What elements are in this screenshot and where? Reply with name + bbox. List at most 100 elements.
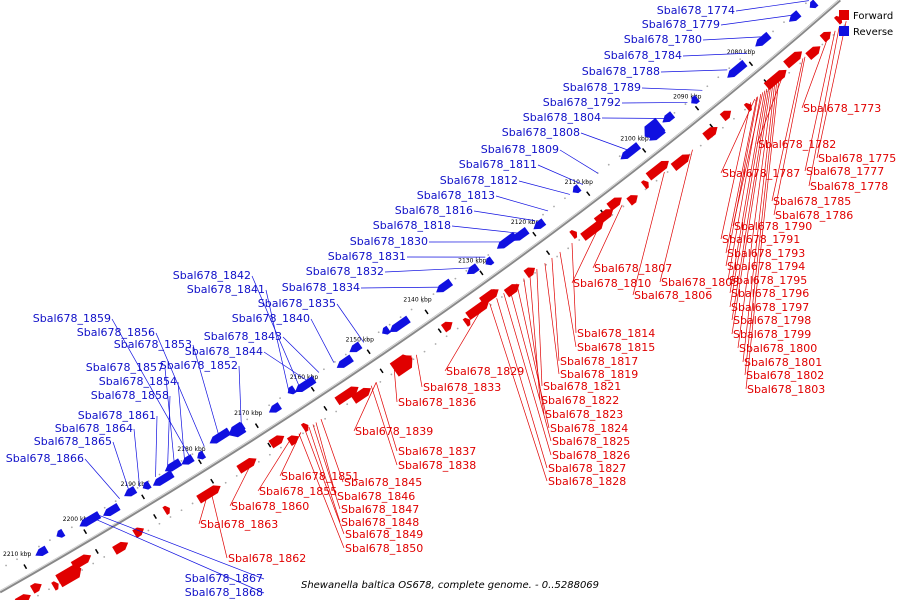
track-dot — [38, 545, 40, 548]
track-dot — [721, 126, 724, 129]
track-dot — [410, 308, 413, 311]
leader-line-reverse — [133, 428, 140, 487]
gene-label-reverse: Sbal678_1843 — [204, 330, 282, 343]
reverse-gene-arrow — [533, 218, 547, 230]
reverse-gene-arrow — [644, 117, 666, 140]
track-dot — [390, 373, 393, 376]
leader-line-forward — [773, 56, 806, 216]
gene-label-forward: Sbal678_1797 — [731, 301, 809, 314]
scale-tick-label: 2180 kbp — [177, 446, 205, 453]
gene-label-forward: Sbal678_1824 — [550, 422, 628, 435]
track-dot — [728, 67, 731, 70]
scale-tick — [694, 105, 700, 111]
leader-line-forward — [801, 36, 829, 109]
gene-label-reverse: Sbal678_1784 — [604, 49, 682, 62]
leader-line-reverse — [112, 441, 130, 493]
leader-line-forward — [516, 283, 550, 429]
reverse-gene-arrow — [349, 341, 363, 353]
reverse-gene-arrow — [662, 111, 676, 123]
leader-line-reverse — [177, 381, 185, 460]
gene-label-reverse: Sbal678_1841 — [187, 283, 265, 296]
track-dot — [191, 502, 194, 505]
gene-label-forward: Sbal678_1837 — [398, 445, 476, 458]
track-dot — [70, 526, 73, 529]
legend-reverse-swatch — [839, 26, 849, 36]
gene-label-forward: Sbal678_1839 — [355, 425, 433, 438]
track-dot — [412, 358, 415, 361]
forward-gene-arrow — [55, 565, 82, 588]
leader-line-forward — [315, 422, 337, 497]
gene-label-reverse: Sbal678_1831 — [328, 250, 406, 263]
track-dot — [804, 2, 807, 5]
forward-gene-arrow — [670, 154, 690, 171]
track-dot — [346, 403, 349, 406]
forward-gene-arrow — [805, 46, 821, 61]
scale-tick-label: 2140 kbp — [403, 297, 431, 304]
scale-tick-label: 2150 kbp — [346, 336, 374, 343]
scale-tick-label: 2120 kbp — [511, 219, 539, 226]
reverse-gene-arrow — [181, 454, 195, 465]
scale-tick — [198, 459, 202, 465]
leader-line-reverse — [265, 289, 290, 393]
reverse-gene-arrow — [152, 470, 175, 486]
track-dot — [445, 335, 448, 338]
leader-line-forward — [312, 424, 341, 510]
gene-label-reverse: Sbal678_1864 — [55, 422, 133, 435]
track-dot — [37, 594, 39, 597]
reverse-gene-arrow — [389, 315, 411, 333]
track-dot — [611, 214, 614, 216]
forward-gene-arrow — [389, 354, 413, 377]
track-dot — [607, 163, 610, 166]
leader-line-forward — [592, 204, 623, 269]
leader-line-reverse — [167, 395, 171, 470]
gene-label-forward: Sbal678_1790 — [734, 220, 812, 233]
scale-tick — [748, 61, 754, 67]
forward-gene-arrow — [645, 160, 669, 181]
track-dot — [202, 446, 205, 449]
track-dot — [27, 552, 29, 554]
leader-line-forward — [544, 263, 560, 375]
track-dot — [81, 569, 84, 571]
leader-line-reverse — [473, 210, 536, 221]
gene-label-forward: Sbal678_1777 — [806, 165, 884, 178]
leader-line-forward — [279, 432, 302, 477]
track-dot — [421, 300, 424, 303]
scale-tick — [83, 529, 88, 535]
track-dot — [333, 361, 336, 363]
leader-line-reverse — [155, 332, 205, 447]
gene-label-forward: Sbal678_1821 — [543, 380, 621, 393]
track-dot — [585, 180, 588, 183]
track-dot — [618, 155, 621, 158]
track-dot — [323, 368, 325, 371]
leader-line-reverse — [89, 516, 265, 594]
gene-label-forward: Sbal678_1838 — [398, 459, 476, 472]
leader-line-reverse — [384, 267, 471, 273]
forward-gene-arrow — [580, 221, 604, 241]
scale-tick-label: 2210 kbp — [3, 551, 31, 558]
reverse-gene-arrow — [382, 325, 391, 335]
forward-gene-arrow — [606, 197, 622, 211]
scale-tick-label: 2100 kbp — [620, 136, 648, 143]
leader-line-forward — [744, 80, 778, 376]
gene-features — [14, 0, 843, 600]
gene-label-forward: Sbal678_1805 — [661, 276, 739, 289]
leader-line-forward — [509, 288, 552, 442]
track-dot — [377, 331, 380, 334]
track-dot — [235, 474, 238, 477]
gene-label-reverse: Sbal678_1858 — [91, 389, 169, 402]
leader-line-forward — [370, 385, 398, 466]
gene-label-reverse: Sbal678_1789 — [563, 81, 641, 94]
gene-label-forward: Sbal678_1802 — [746, 369, 824, 382]
gene-label-forward: Sbal678_1862 — [228, 552, 306, 565]
track-dot — [147, 480, 150, 483]
backbone-highlight — [0, 0, 840, 592]
reverse-gene-arrow — [164, 458, 183, 472]
scale-tick-label: 2190 kbp — [121, 481, 149, 488]
scale-tick-label: 2130 kbp — [458, 258, 486, 265]
track-dot — [388, 323, 391, 326]
track-dot — [335, 410, 338, 413]
reverse-gene-arrow — [268, 402, 283, 413]
track-dot — [542, 213, 544, 216]
leader-line-forward — [745, 78, 780, 390]
leader-line-forward — [298, 433, 345, 549]
